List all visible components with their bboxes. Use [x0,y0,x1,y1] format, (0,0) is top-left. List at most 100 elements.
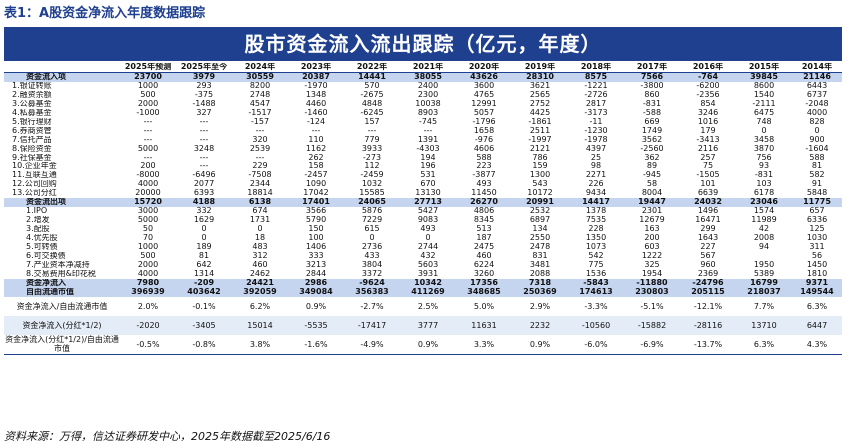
value-cell: 311 [809,243,825,252]
value-cell: 5427 [417,207,439,216]
table-row: 8.保险资金 5000 3248 2539 1162 3933 -4303 4606 2121 4… [4,145,842,154]
value-cell: 4806 [473,207,495,216]
value-cell: 5000 [137,144,159,153]
row-label: 资金流入项 [4,72,120,82]
value-cell: 1300 [529,171,551,180]
value-cell: 2752 [529,99,551,108]
value-cell: 11989 [751,216,777,225]
value-cell: 1391 [417,135,439,144]
value-cell: 333 [308,252,324,261]
value-cell: --- [199,135,209,144]
value-cell: -1978 [584,135,608,144]
value-cell: -3800 [640,81,664,90]
table-row: 资金净流入(分红*1/2) -2020 -3405 15014 -5535 -17417 3… [4,315,842,335]
row-label: 1.银证转账 [12,81,52,90]
value-cell: 4425 [529,108,551,117]
value-cell: 3933 [361,144,383,153]
row-label: 1.IPO [26,207,48,216]
value-cell: 3600 [473,81,495,90]
row-label: 12.公司回购 [12,180,57,189]
value-cell: 4.3% [792,334,842,355]
header-year-cell: 2023年 [288,63,344,73]
value-cell: 349084 [288,287,344,297]
value-cell: 1090 [305,180,327,189]
value-cell: 3621 [529,81,551,90]
value-cell: 327 [196,108,212,117]
value-cell: 483 [252,243,268,252]
row-label: 资金净流入/自由流通市值 [16,301,108,311]
row-label: 5.可转债 [26,243,58,252]
value-cell: 588 [809,153,825,162]
value-cell: 3777 [400,315,456,335]
table-row: 13.公司分红 20000 6393 18814 17042 15585 13130 1145… [4,189,842,198]
row-label: 10.企业年金 [12,162,57,171]
value-cell: 93 [758,162,770,171]
value-cell: 159 [532,162,548,171]
value-cell: 4000 [137,269,159,278]
value-cell: 299 [700,225,716,234]
value-cell: -4.9% [344,334,400,355]
value-cell: -24796 [680,278,736,288]
value-cell: 2539 [249,144,271,153]
value-cell: 7318 [512,278,568,288]
value-cell: 5057 [473,108,495,117]
table-row: 12.公司回购 4000 2077 2344 1090 1032 670 493 543 226 5… [4,180,842,189]
value-cell: 4397 [585,144,607,153]
value-cell: 460 [252,260,268,269]
value-cell: 3804 [361,260,383,269]
value-cell: 332 [196,207,212,216]
value-cell: 18814 [247,189,273,198]
value-cell: 0 [425,234,431,243]
value-cell: 2986 [288,278,344,288]
table-row: 7.信托产品 --- --- 320 110 779 1391 -976 -1997 -1978 3… [4,136,842,145]
value-cell: 4848 [361,99,383,108]
value-cell: -4303 [416,144,440,153]
value-cell: 2077 [193,180,215,189]
value-cell: 26270 [456,198,512,208]
header-year-cell: 2016年 [680,63,736,73]
value-cell: 542 [588,252,604,261]
value-cell: 8004 [641,189,663,198]
value-cell: 187 [476,234,492,243]
header-label-cell [4,63,120,73]
value-cell: -2048 [805,99,829,108]
value-cell: 4547 [249,99,271,108]
value-cell: 4000 [137,180,159,189]
value-cell: 7229 [361,216,383,225]
value-cell: 432 [420,252,436,261]
value-cell: 8575 [568,72,624,82]
value-cell: 2817 [585,99,607,108]
value-cell: 4765 [473,90,495,99]
value-cell: 158 [308,162,324,171]
value-cell: 70 [142,234,154,243]
header-year-cell: 2024年 [232,63,288,73]
value-cell: 1536 [585,269,607,278]
value-cell: 8345 [473,216,495,225]
value-cell: 43626 [456,72,512,82]
value-cell: 6.3% [736,334,792,355]
value-cell: 312 [252,252,268,261]
table-row: 8.交易费用&印花税 4000 1314 2462 2844 3372 3931 3260 20… [4,270,842,279]
value-cell: 396939 [120,287,176,297]
value-cell: -1221 [584,81,608,90]
value-cell: 1314 [193,269,215,278]
value-cell [736,252,792,261]
value-cell: -1796 [472,117,496,126]
value-cell: 205115 [680,287,736,297]
header-year-cell: 2021年 [400,63,456,73]
value-cell: 2400 [417,81,439,90]
value-cell: -1861 [528,117,552,126]
table-row: 资金净流入(分红*1/2)/自由流通市值 -0.5% -0.8% 3.8% -1.6% -… [4,334,842,355]
row-label: 4.私募基金 [12,108,52,117]
value-cell: 18 [254,234,266,243]
value-cell: 1658 [473,126,495,135]
value-cell: -6245 [360,108,384,117]
value-cell: 3248 [193,144,215,153]
value-cell: -8000 [136,171,160,180]
value-cell: 2844 [305,269,327,278]
value-cell: 500 [140,90,156,99]
value-cell: 325 [644,260,660,269]
value-cell: -9624 [344,278,400,288]
value-cell: -28116 [680,315,736,335]
value-cell: -1505 [696,171,720,180]
